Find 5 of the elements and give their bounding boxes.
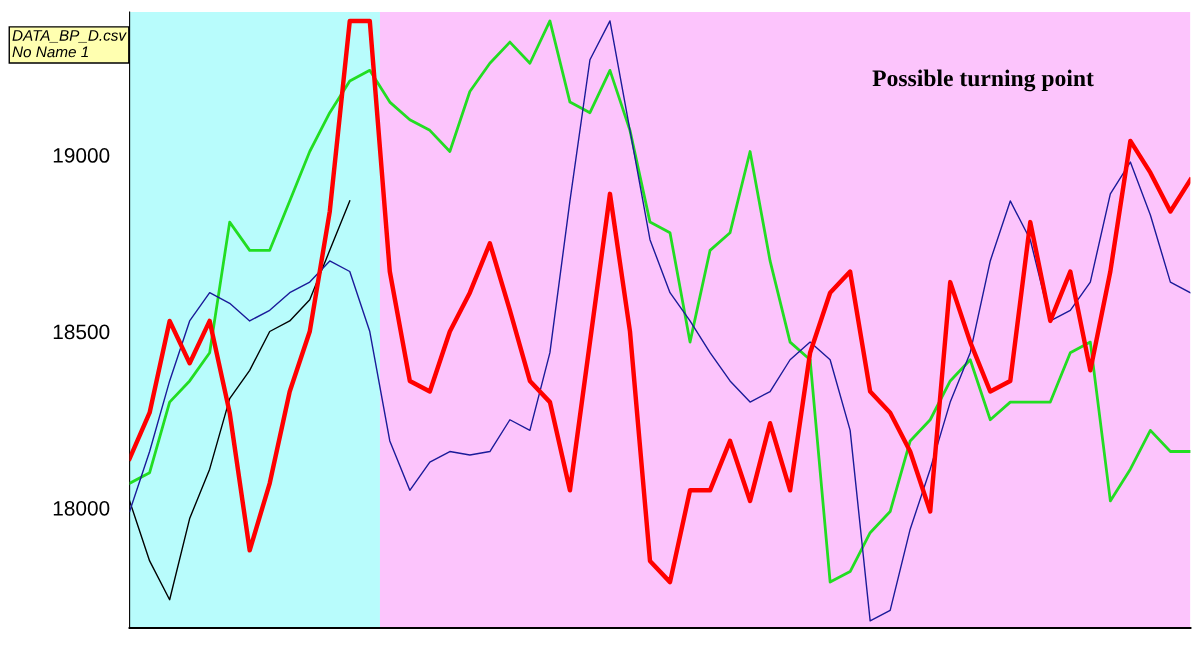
y-tick-label: 18000	[53, 500, 110, 516]
text: DATA_BP_D.csv No Name 1	[12, 30, 127, 58]
y-tick-label: 19000	[53, 148, 110, 163]
annotation: Possible turning point	[872, 69, 1094, 92]
y-tick-label: 18500	[53, 324, 110, 340]
